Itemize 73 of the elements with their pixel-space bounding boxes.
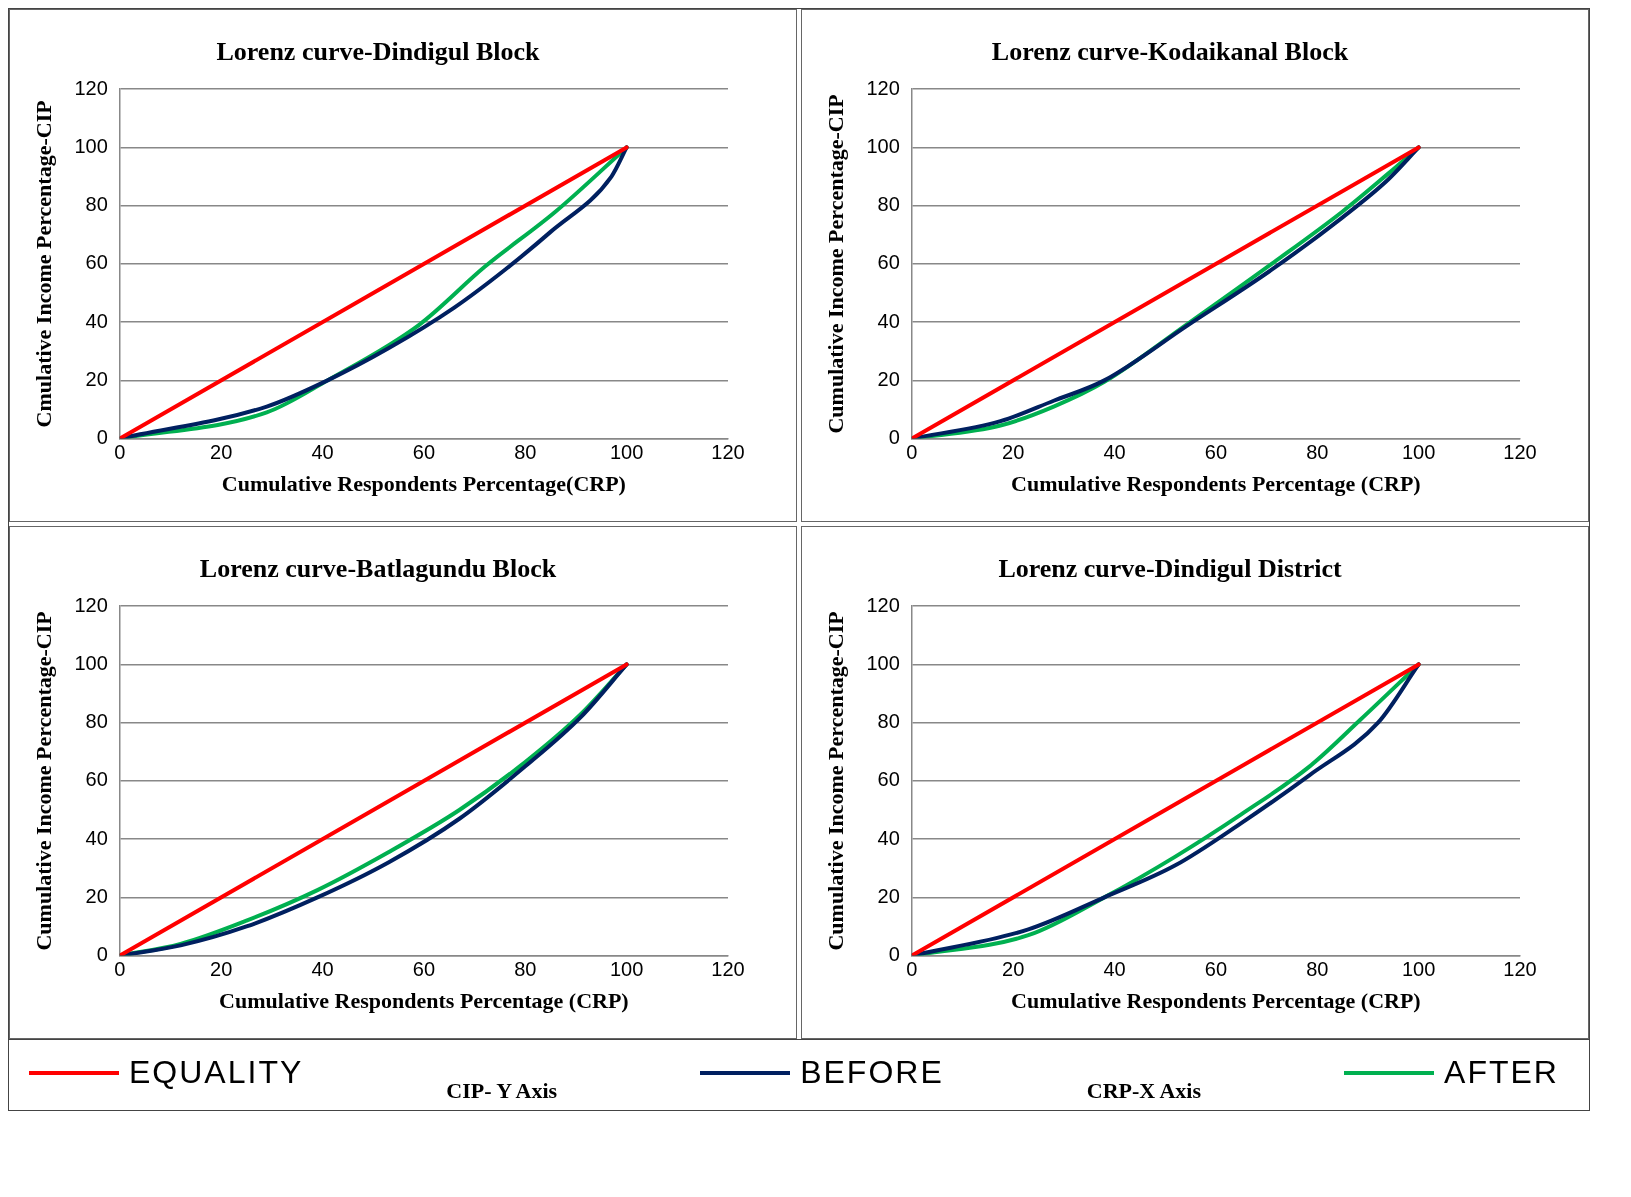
x-tick-label: 120 <box>711 441 745 464</box>
text: CRP-X Axis <box>1086 1078 1202 1104</box>
y-tick-label: 20 <box>877 367 900 390</box>
x-tick-label: 60 <box>412 441 436 464</box>
y-tick-label: 120 <box>866 593 900 616</box>
x-tick-label: 120 <box>1503 441 1537 464</box>
chart-title: Lorenz curve-Dindigul Block <box>216 37 541 67</box>
x-tick-label: 80 <box>514 958 537 981</box>
x-tick-label: 40 <box>311 958 334 981</box>
x-tick-label: 60 <box>1204 441 1228 464</box>
x-tick-label: 40 <box>311 441 334 464</box>
x-tick-label: 80 <box>1306 441 1329 464</box>
x-tick-label: 120 <box>711 958 745 981</box>
x-tick-label: 20 <box>1002 958 1025 981</box>
y-axis-title: Cumulative Income Percentage-CIP <box>822 611 848 951</box>
chart-title: Lorenz curve-Batlagundu Block <box>199 554 557 584</box>
y-tick-label: 40 <box>877 826 900 849</box>
y-tick-label: 80 <box>877 710 900 733</box>
y-tick-label: 40 <box>877 309 900 332</box>
x-tick-label: 120 <box>1503 958 1537 981</box>
chart-title: Lorenz curve-Dindigul District <box>998 554 1342 584</box>
x-tick-label: 80 <box>514 441 537 464</box>
y-tick-label: 60 <box>877 251 900 274</box>
x-tick-label: 100 <box>609 441 644 464</box>
y-tick-label: 20 <box>877 884 900 907</box>
y-tick-label: 100 <box>74 651 108 674</box>
y-tick-label: 120 <box>866 76 900 99</box>
y-tick-label: 0 <box>96 943 108 966</box>
x-tick-label: 40 <box>1103 441 1126 464</box>
x-tick-label: 60 <box>1204 958 1228 981</box>
x-tick-label: 20 <box>210 441 233 464</box>
x-tick-label: 60 <box>412 958 436 981</box>
y-tick-label: 100 <box>74 134 108 157</box>
x-tick-label: 0 <box>114 441 126 464</box>
legend-label: AFTER <box>1444 1054 1559 1091</box>
x-tick-label: 20 <box>1002 441 1025 464</box>
x-tick-label: 0 <box>114 958 126 981</box>
y-tick-label: 60 <box>85 768 108 791</box>
y-axis-title: Cmulative Income Percentage-CIP <box>30 100 56 428</box>
y-tick-label: 100 <box>866 134 900 157</box>
x-tick-label: 100 <box>609 958 644 981</box>
x-axis-title: Cumulative Respondents Percentage (CRP) <box>1011 988 1421 1014</box>
x-tick-label: 80 <box>1306 958 1329 981</box>
y-tick-label: 100 <box>866 651 900 674</box>
legend-label: EQUALITY <box>129 1054 304 1091</box>
y-tick-label: 0 <box>888 943 900 966</box>
y-tick-label: 80 <box>877 193 900 216</box>
legend-label: BEFORE <box>800 1054 944 1091</box>
y-axis-title: Cumulative Income Percentage-CIP <box>822 94 848 434</box>
chart-title: Lorenz curve-Kodaikanal Block <box>991 37 1349 67</box>
y-axis-title: Cumulative Income Percentage-CIP <box>30 611 56 951</box>
y-tick-label: 80 <box>85 193 108 216</box>
y-tick-label: 20 <box>85 367 108 390</box>
x-tick-label: 40 <box>1103 958 1126 981</box>
y-tick-label: 0 <box>96 426 108 449</box>
x-axis-title: Cumulative Respondents Percentage(CRP) <box>221 471 626 497</box>
y-tick-label: 60 <box>85 251 108 274</box>
x-tick-label: 0 <box>906 958 918 981</box>
y-tick-label: 20 <box>85 884 108 907</box>
y-tick-label: 0 <box>888 426 900 449</box>
y-tick-label: 120 <box>74 593 108 616</box>
text: CIP- Y Axis <box>446 1078 558 1104</box>
x-axis-title: Cumulative Respondents Percentage (CRP) <box>219 988 629 1014</box>
y-tick-label: 40 <box>85 826 108 849</box>
y-tick-label: 120 <box>74 76 108 99</box>
x-tick-label: 0 <box>906 441 918 464</box>
x-tick-label: 100 <box>1401 441 1436 464</box>
y-tick-label: 40 <box>85 309 108 332</box>
y-tick-label: 80 <box>85 710 108 733</box>
x-tick-label: 20 <box>210 958 233 981</box>
x-axis-title: Cumulative Respondents Percentage (CRP) <box>1011 471 1421 497</box>
x-tick-label: 100 <box>1401 958 1436 981</box>
y-tick-label: 60 <box>877 768 900 791</box>
